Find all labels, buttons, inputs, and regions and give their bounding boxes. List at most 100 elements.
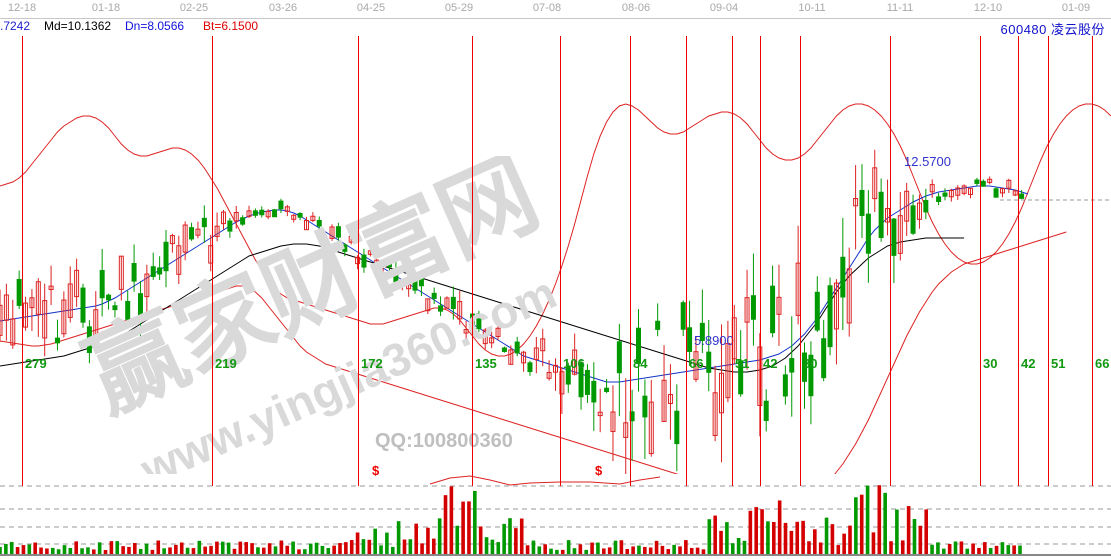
volume-bar — [0, 547, 2, 554]
candle-body — [412, 280, 418, 291]
candle-body — [329, 226, 335, 239]
candle-body — [616, 341, 622, 374]
volume-bar — [818, 542, 823, 554]
volume-bar — [355, 532, 360, 554]
candle-body — [929, 184, 935, 193]
volume-bar — [508, 518, 512, 554]
volume-bar — [455, 525, 460, 554]
volume-bar — [426, 527, 430, 554]
cycle-count-label: 279 — [25, 356, 47, 371]
candle-body — [406, 280, 412, 290]
candle-body — [48, 285, 54, 291]
candle-body — [980, 180, 986, 187]
volume-bar — [45, 548, 49, 554]
candle-body — [872, 167, 878, 200]
candle-body — [987, 178, 993, 183]
candle-body — [163, 241, 169, 272]
volume-bar — [484, 537, 489, 554]
candle-body — [425, 298, 431, 312]
volume-bar — [50, 547, 55, 554]
candle-body — [559, 371, 565, 395]
candle-body — [131, 263, 137, 282]
volume-bar — [947, 544, 952, 554]
volume-bar — [396, 521, 401, 554]
candle-body — [501, 347, 507, 352]
volume-bar — [924, 509, 929, 554]
volume-bar — [332, 545, 336, 554]
volume-bar — [156, 540, 161, 554]
volume-bar — [420, 543, 424, 554]
cycle-vertical-line — [760, 36, 761, 474]
candle-body — [106, 294, 112, 301]
volume-bar — [308, 543, 313, 554]
volume-bar — [267, 543, 272, 554]
candle-body — [418, 277, 424, 287]
volume-bar — [848, 525, 852, 554]
volume-bar — [678, 546, 682, 554]
candle-body — [699, 322, 705, 342]
volume-bar — [449, 486, 454, 554]
cycle-count-label: 51 — [1051, 356, 1066, 371]
date-tick-label: 01-09 — [1061, 2, 1091, 14]
volume-bar — [103, 549, 108, 554]
candle-body — [584, 369, 590, 395]
candle-body — [169, 235, 175, 245]
candle-body — [386, 259, 392, 268]
candle-body — [514, 341, 520, 354]
volume-bar — [766, 521, 770, 554]
candle-body — [578, 362, 584, 398]
cycle-count-label: 30 — [983, 356, 998, 371]
volume-bar — [56, 549, 61, 554]
candle-body — [750, 295, 756, 320]
volume-bar — [965, 548, 970, 554]
candle-body — [259, 209, 265, 216]
volume-bar — [936, 542, 940, 554]
volume-bar — [953, 541, 958, 554]
volume-bar — [537, 546, 542, 554]
candle-body — [438, 305, 444, 312]
candle-body — [201, 217, 207, 228]
volume-bar — [127, 546, 131, 554]
candle-body — [897, 215, 903, 254]
date-tick-label: 12-18 — [7, 2, 37, 14]
candle-body — [565, 365, 571, 385]
volume-bar — [1000, 542, 1005, 554]
volume-bar — [754, 507, 759, 554]
series-line — [0, 237, 965, 373]
candle-body — [802, 352, 808, 382]
cycle-vertical-line-volume — [890, 474, 891, 486]
candle-body — [789, 358, 795, 373]
candle-body — [910, 205, 916, 234]
candle-body — [399, 280, 405, 285]
candle-body — [195, 228, 201, 236]
cycle-vertical-line-volume — [686, 474, 687, 486]
candle-body — [993, 188, 999, 198]
volume-bar — [168, 547, 172, 554]
candle-body — [942, 192, 948, 197]
candle-body — [99, 269, 105, 299]
volume-bar — [62, 545, 67, 554]
volume-bar — [215, 541, 219, 554]
volume-bar — [742, 540, 747, 554]
volume-bar — [174, 544, 178, 554]
candle-body — [227, 220, 233, 232]
candle-body — [642, 395, 648, 418]
volume-bar — [555, 549, 559, 554]
volume-bar — [86, 547, 90, 554]
indicator-header: 600480 凌云股份 .7242 Md=10.1362 Dn=8.0566 Bt=6… — [0, 18, 1111, 37]
volume-bar — [813, 529, 817, 554]
cycle-vertical-line-volume — [472, 474, 473, 486]
candle-body — [252, 210, 258, 216]
candle-body — [827, 285, 833, 348]
volume-bar — [244, 542, 249, 554]
volume-bar — [566, 540, 571, 554]
candle-body — [361, 254, 367, 268]
candle-body — [693, 351, 699, 380]
volume-bar — [297, 549, 301, 554]
volume-bar — [402, 539, 407, 554]
candle-body — [374, 259, 380, 271]
volume-bar — [191, 548, 196, 554]
volume-bar — [197, 540, 202, 554]
candle-body — [782, 374, 788, 397]
